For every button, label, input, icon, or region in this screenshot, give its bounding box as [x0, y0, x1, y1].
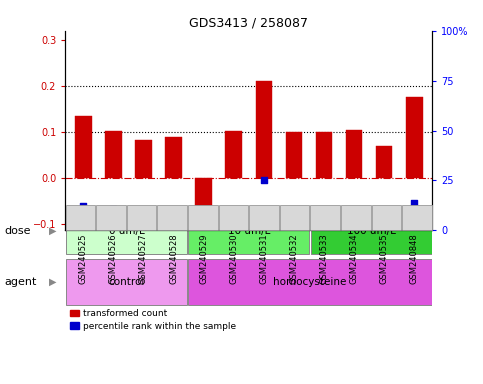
- Text: control: control: [108, 277, 144, 287]
- Text: 100 um/L: 100 um/L: [347, 226, 396, 236]
- Text: 0 um/L: 0 um/L: [109, 226, 144, 236]
- Point: [200, 220, 208, 227]
- Bar: [75, 116, 92, 178]
- FancyBboxPatch shape: [188, 259, 432, 305]
- Bar: [256, 81, 272, 178]
- Text: homocysteine: homocysteine: [273, 277, 347, 287]
- Bar: [346, 130, 362, 178]
- Point: [110, 206, 117, 212]
- Bar: [195, 178, 212, 209]
- Bar: [105, 131, 122, 178]
- Point: [230, 209, 238, 215]
- Legend: transformed count, percentile rank within the sample: transformed count, percentile rank withi…: [70, 309, 236, 331]
- Text: 10 um/L: 10 um/L: [227, 226, 270, 236]
- Bar: [285, 132, 302, 178]
- Point: [79, 203, 87, 209]
- FancyBboxPatch shape: [188, 208, 309, 254]
- Bar: [165, 137, 182, 178]
- Point: [140, 216, 147, 222]
- Point: [411, 200, 418, 206]
- Text: ▶: ▶: [49, 277, 57, 287]
- Bar: [406, 97, 423, 178]
- Bar: [376, 146, 392, 178]
- FancyBboxPatch shape: [311, 208, 432, 254]
- Text: dose: dose: [5, 226, 31, 236]
- Point: [260, 177, 268, 183]
- Bar: [316, 132, 332, 178]
- Point: [320, 208, 328, 214]
- Point: [380, 218, 388, 224]
- Bar: [226, 131, 242, 178]
- Title: GDS3413 / 258087: GDS3413 / 258087: [189, 17, 308, 30]
- Point: [170, 214, 177, 220]
- FancyBboxPatch shape: [66, 208, 187, 254]
- Point: [350, 214, 358, 220]
- Bar: [135, 139, 152, 178]
- FancyBboxPatch shape: [66, 259, 187, 305]
- Text: agent: agent: [5, 277, 37, 287]
- Point: [290, 209, 298, 215]
- Text: ▶: ▶: [49, 226, 57, 236]
